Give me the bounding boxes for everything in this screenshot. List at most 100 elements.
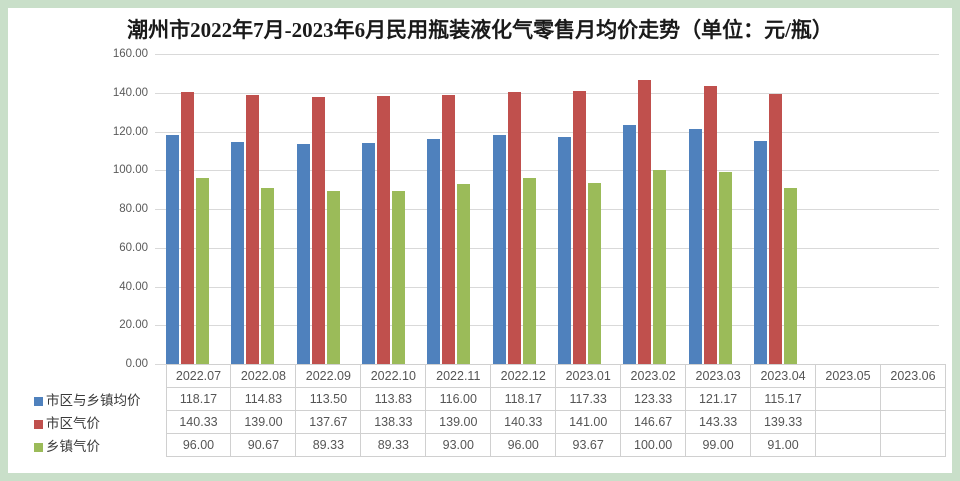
table-cell: 143.33 [685, 410, 752, 434]
column-header: 2022.10 [360, 364, 427, 388]
column-header: 2022.12 [490, 364, 557, 388]
y-axis-tick-label: 0.00 [125, 358, 148, 370]
bar-group [351, 54, 416, 364]
bar [442, 94, 456, 364]
column-header: 2023.05 [815, 364, 881, 388]
table-cell: 91.00 [750, 433, 817, 457]
gridline [155, 170, 939, 171]
table-cell: 115.17 [750, 387, 817, 411]
table-cell: 96.00 [490, 433, 557, 457]
y-axis-tick-label: 80.00 [119, 203, 148, 215]
gridline [155, 287, 939, 288]
y-axis-tick-label: 20.00 [119, 319, 148, 332]
bar [246, 94, 260, 364]
bar [623, 125, 637, 364]
table-cell: 146.67 [620, 410, 687, 434]
bar [688, 129, 702, 364]
y-axis-tick-label: 60.00 [119, 241, 148, 254]
table-cell: 89.33 [295, 433, 362, 457]
table-corner-cell [32, 365, 166, 388]
table-cell: 113.83 [360, 387, 427, 411]
table-cell: 138.33 [360, 410, 427, 434]
table-cell: 89.33 [360, 433, 427, 457]
table-cell: 118.17 [165, 387, 232, 411]
column-header: 2022.07 [165, 364, 232, 388]
bar [507, 92, 521, 364]
bar [377, 96, 391, 364]
table-cell [815, 387, 881, 411]
bar [166, 135, 180, 364]
table-cell: 141.00 [555, 410, 622, 434]
table-cell: 140.33 [490, 410, 557, 434]
legend-entry: 乡镇气价 [32, 433, 167, 457]
bar-group [416, 54, 481, 364]
plot-area: 0.00 20.00 40.00 60.00 80.00 100.00 120.00 140.… [8, 48, 952, 376]
chart-canvas: 潮州市2022年7月-2023年6月民用瓶装液化气零售月均价走势（单位：元/瓶）… [8, 8, 952, 473]
bar [196, 178, 210, 364]
bar-group [547, 54, 612, 364]
table-cell [815, 410, 881, 434]
bar [769, 94, 783, 364]
table-cell: 118.17 [490, 387, 557, 411]
legend-swatch-icon [34, 420, 43, 429]
gridline [155, 325, 939, 326]
bar-group [155, 54, 220, 364]
table-cell: 113.50 [295, 387, 362, 411]
table-cell [815, 433, 881, 457]
table-row: 市区与乡镇均价 118.17 114.83 113.50 113.83 116.00 118… [32, 387, 947, 411]
bar [522, 178, 536, 364]
table-row: 市区气价 140.33 139.00 137.67 138.33 139.00 140.33… [32, 410, 947, 434]
table-cell: 139.00 [425, 410, 492, 434]
column-header: 2022.11 [425, 364, 492, 388]
y-axis-tick-label: 100.00 [112, 164, 148, 177]
table-cell: 117.33 [555, 387, 622, 411]
legend-entry: 市区气价 [32, 410, 167, 434]
bar [362, 143, 376, 364]
column-header: 2023.04 [750, 364, 817, 388]
legend-swatch-icon [34, 397, 43, 406]
bar [573, 90, 587, 364]
bar [718, 172, 732, 364]
table-cell: 93.00 [425, 433, 492, 457]
bar [311, 97, 325, 364]
bar-group [220, 54, 285, 364]
bar [427, 139, 441, 364]
column-header: 2023.01 [555, 364, 622, 388]
table-cell: 123.33 [620, 387, 687, 411]
table-cell: 116.00 [425, 387, 492, 411]
table-cell: 114.83 [230, 387, 297, 411]
bar [784, 187, 798, 364]
bar [653, 170, 667, 364]
bar-group [678, 54, 743, 364]
table-cell: 90.67 [230, 433, 297, 457]
table-cell: 99.00 [685, 433, 752, 457]
table-cell: 137.67 [295, 410, 362, 434]
column-header: 2022.08 [230, 364, 297, 388]
table-cell: 140.33 [165, 410, 232, 434]
table-cell: 139.33 [750, 410, 817, 434]
table-row: 乡镇气价 96.00 90.67 89.33 89.33 93.00 96.00 93.67 1… [32, 433, 947, 457]
gridline [155, 132, 939, 133]
bar [392, 190, 406, 364]
gridline [155, 209, 939, 210]
bar [492, 135, 506, 364]
column-header: 2023.02 [620, 364, 687, 388]
gridline [155, 248, 939, 249]
bar-series-area [155, 54, 939, 364]
legend-swatch-icon [34, 443, 43, 452]
table-cell: 121.17 [685, 387, 752, 411]
bar [703, 86, 717, 364]
bar-group [286, 54, 351, 364]
bar-group [808, 54, 873, 364]
column-header: 2023.06 [879, 364, 947, 388]
bar [754, 140, 768, 364]
bar [558, 136, 572, 364]
bar-group [874, 54, 939, 364]
data-table: 2022.07 2022.08 2022.09 2022.10 2022.11 2022.… [32, 364, 947, 457]
y-axis-tick-label: 40.00 [119, 280, 148, 293]
bar-group [743, 54, 808, 364]
column-header: 2023.03 [685, 364, 752, 388]
bar [296, 144, 310, 364]
bar [638, 79, 652, 364]
legend-label: 市区与乡镇均价 [46, 393, 141, 408]
